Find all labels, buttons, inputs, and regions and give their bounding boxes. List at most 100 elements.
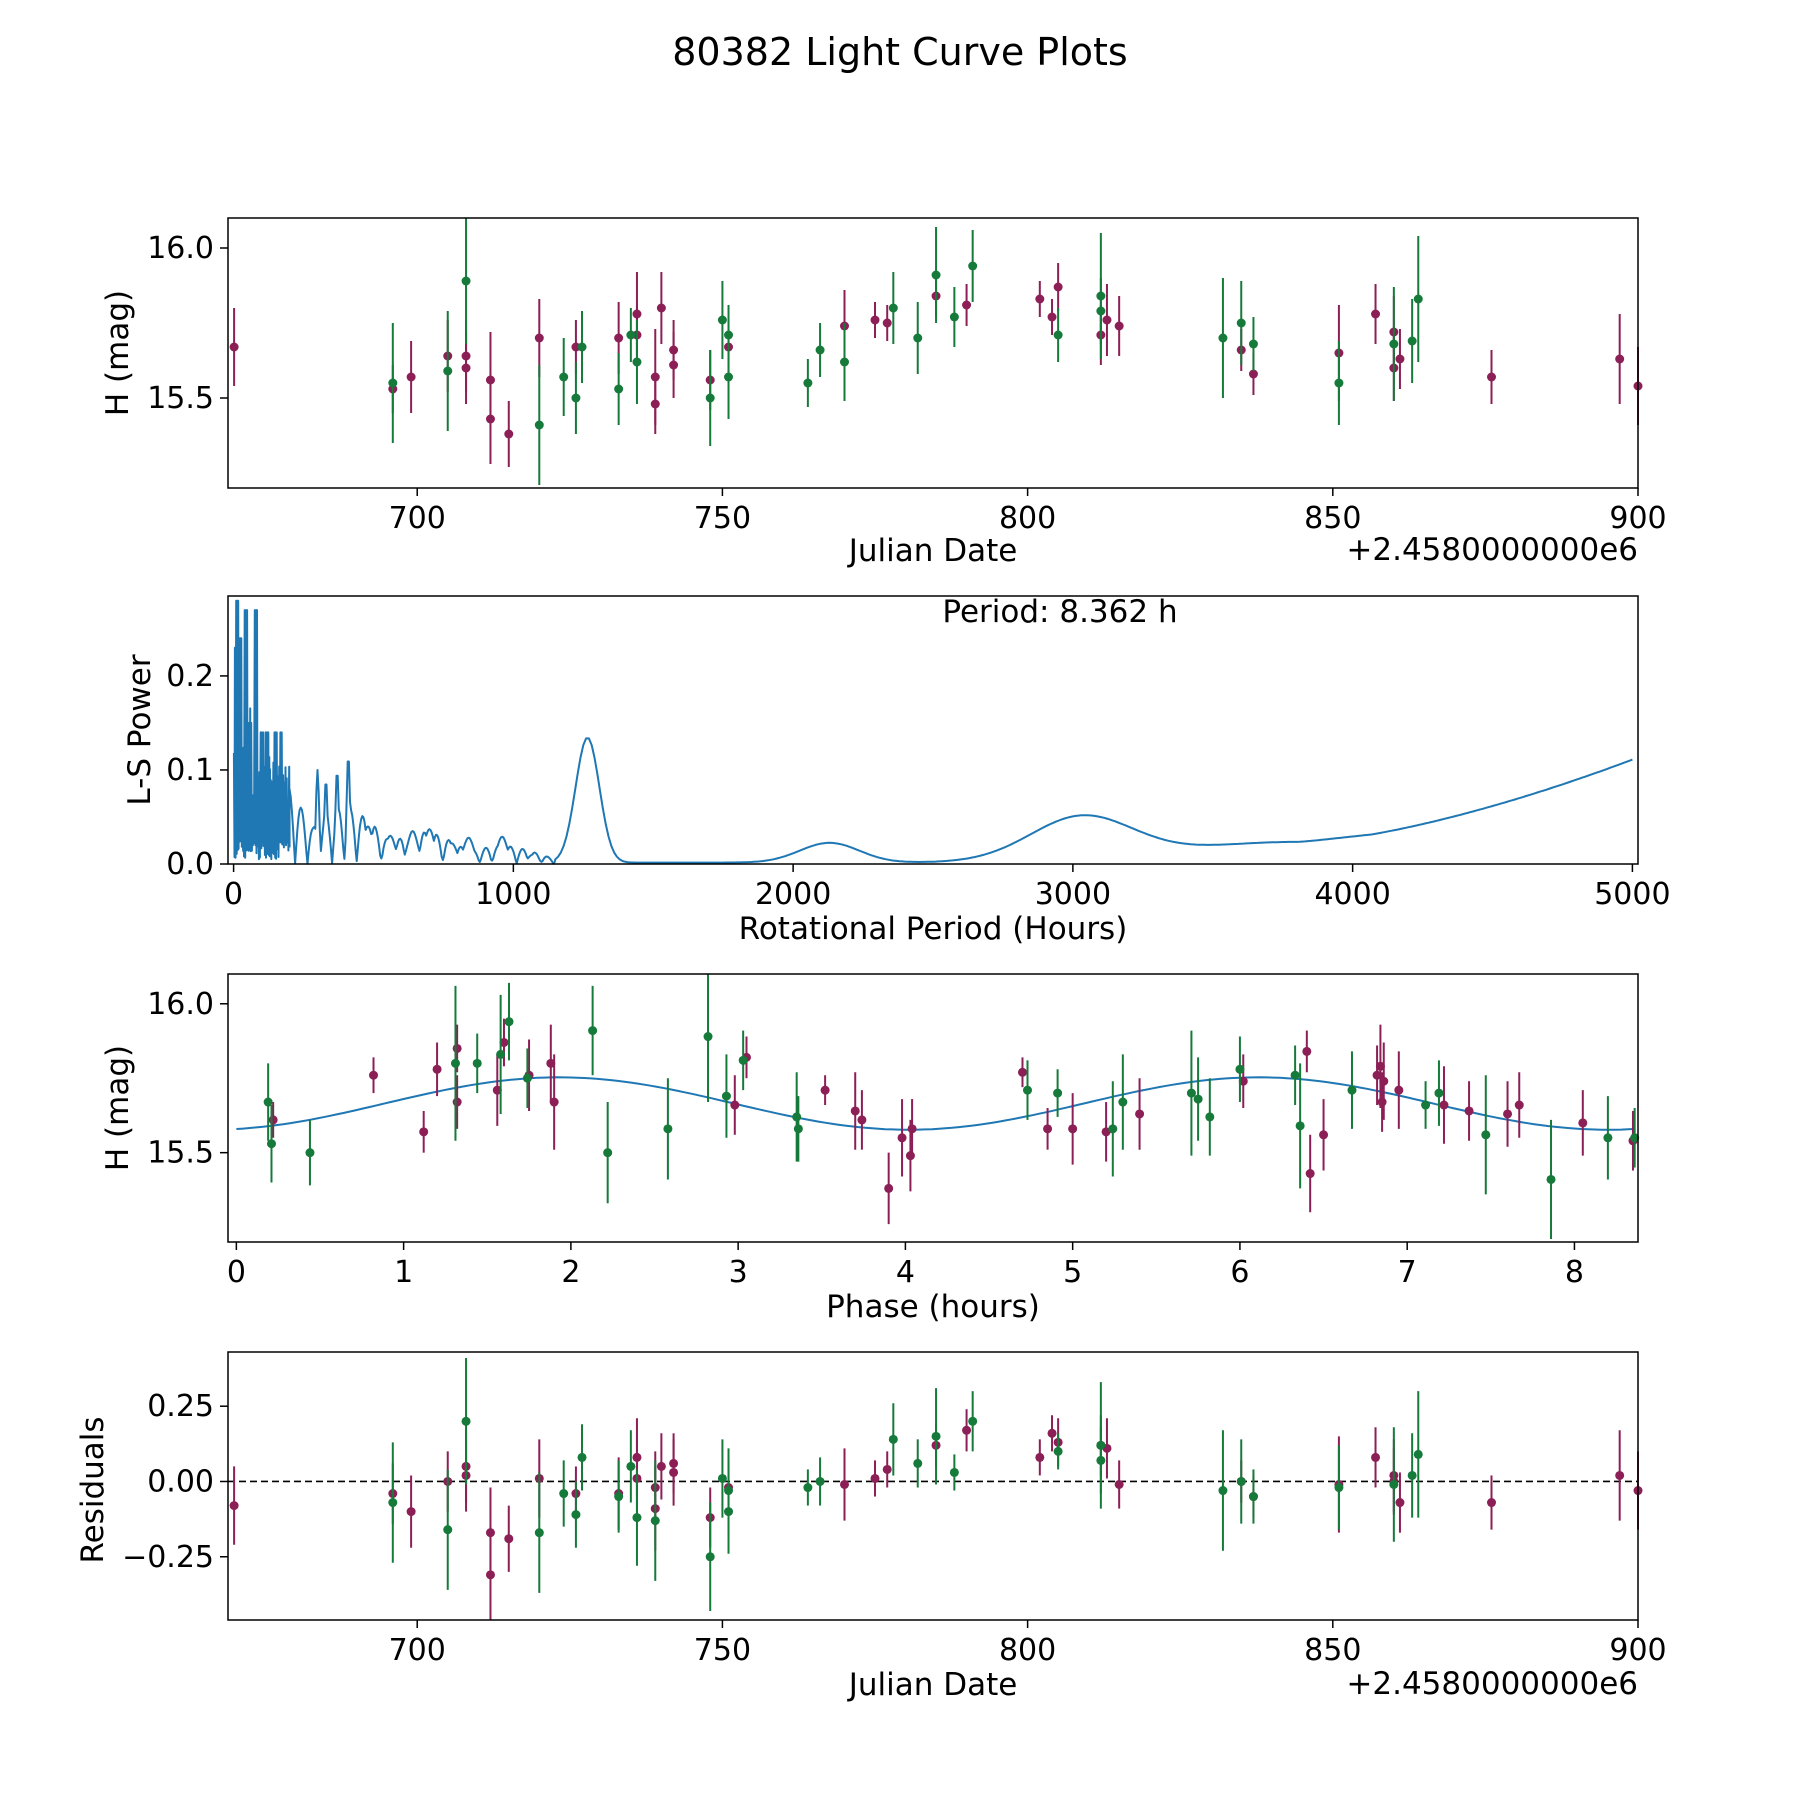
- residuals-point-purple: [1615, 1470, 1625, 1480]
- lightcurve-point-green: [724, 372, 734, 382]
- phased-point-green: [450, 1058, 460, 1068]
- residuals-point-green: [626, 1461, 636, 1471]
- phased-point-purple: [1439, 1100, 1449, 1110]
- phased-point-purple: [452, 1043, 462, 1053]
- lightcurve-point-purple: [229, 342, 239, 352]
- periodogram-xtick-label: 2000: [755, 877, 831, 912]
- lightcurve-point-green: [815, 345, 825, 355]
- lightcurve-point-purple: [1114, 321, 1124, 331]
- residuals-point-green: [931, 1431, 941, 1441]
- periodogram-xtick-label: 0: [224, 877, 243, 912]
- lightcurve-ytick-label: 15.5: [147, 381, 214, 416]
- phased-point-purple: [884, 1183, 894, 1193]
- phased-point-purple: [1319, 1130, 1329, 1140]
- phased-point-purple: [268, 1115, 278, 1125]
- phased-point-purple: [546, 1058, 556, 1068]
- phased-point-green: [1290, 1070, 1300, 1080]
- lightcurve-point-green: [1096, 306, 1106, 316]
- residuals-point-green: [443, 1525, 453, 1535]
- figure-title: 80382 Light Curve Plots: [672, 30, 1127, 74]
- periodogram-ytick-label: 0.0: [166, 847, 214, 882]
- lightcurve-axes-frame: [227, 217, 1639, 489]
- phased-xtick-label: 1: [394, 1255, 413, 1290]
- phased-point-green: [1023, 1085, 1033, 1095]
- lightcurve-point-green: [571, 393, 581, 403]
- residuals-point-green: [461, 1416, 471, 1426]
- residuals-point-green: [717, 1473, 727, 1483]
- lightcurve-point-purple: [669, 360, 679, 370]
- residuals-panel: 700 750 800 850 900 0.25 0.00 −0.25 Julian Date…: [75, 1351, 1667, 1703]
- periodogram-xtick-label: 3000: [1035, 877, 1111, 912]
- phased-point-purple: [1375, 1061, 1385, 1071]
- residuals-point-green: [968, 1416, 978, 1426]
- residuals-point-purple: [1114, 1479, 1124, 1489]
- residuals-point-purple: [656, 1461, 666, 1471]
- phased-axes-frame: [227, 973, 1639, 1243]
- lightcurve-point-purple: [504, 429, 514, 439]
- periodogram-axes-frame: [227, 595, 1639, 865]
- phased-point-green: [1347, 1085, 1357, 1095]
- phased-xtick-label: 4: [896, 1255, 915, 1290]
- residuals-point-green: [559, 1489, 569, 1499]
- residuals-point-green: [1389, 1479, 1399, 1489]
- phased-point-purple: [730, 1100, 740, 1110]
- residuals-ticks: 700 750 800 850 900 0.25 0.00 −0.25: [122, 1389, 1667, 1668]
- lightcurve-point-purple: [534, 333, 544, 343]
- lightcurve-point-purple: [1035, 294, 1045, 304]
- periodogram-series-line: [232, 599, 1633, 865]
- periodogram-xtick-label: 4000: [1314, 877, 1390, 912]
- residuals-point-green: [614, 1492, 624, 1502]
- phased-xtick-label: 5: [1063, 1255, 1082, 1290]
- residuals-ytick-label: 0.00: [147, 1464, 214, 1499]
- lightcurve-point-green: [1236, 318, 1246, 328]
- lightcurve-point-green: [559, 372, 569, 382]
- phased-point-purple: [907, 1124, 917, 1134]
- residuals-point-green: [815, 1476, 825, 1486]
- residuals-xtick-label: 900: [1609, 1633, 1666, 1668]
- lightcurve-point-purple: [870, 315, 880, 325]
- lightcurve-point-purple: [1053, 282, 1063, 292]
- phased-point-purple: [850, 1106, 860, 1116]
- phased-ylabel: H (mag): [100, 1045, 136, 1171]
- phased-marks: [236, 974, 1640, 1240]
- residuals-ylabel: Residuals: [75, 1416, 111, 1563]
- lightcurve-xtick-label: 750: [694, 501, 751, 536]
- phased-point-purple: [1464, 1106, 1474, 1116]
- phased-point-green: [1481, 1130, 1491, 1140]
- residuals-point-purple: [406, 1507, 416, 1517]
- periodogram-ytick-label: 0.2: [166, 659, 214, 694]
- lightcurve-point-green: [931, 270, 941, 280]
- residuals-point-green: [534, 1528, 544, 1538]
- phased-point-purple: [857, 1115, 867, 1125]
- phased-point-purple: [432, 1064, 442, 1074]
- residuals-point-green: [888, 1434, 898, 1444]
- periodogram-annotation: Period: 8.362 h: [942, 594, 1177, 630]
- residuals-xtick-label: 850: [1304, 1633, 1361, 1668]
- phased-point-purple: [1068, 1124, 1078, 1134]
- lightcurve-ytick-label: 16.0: [147, 231, 214, 266]
- lightcurve-point-green: [724, 330, 734, 340]
- periodogram-xtick-label: 5000: [1594, 877, 1670, 912]
- residuals-marks: [228, 1358, 1643, 1620]
- lightcurve-point-purple: [882, 318, 892, 328]
- phased-point-green: [663, 1124, 673, 1134]
- phased-xtick-label: 2: [561, 1255, 580, 1290]
- lightcurve-point-green: [577, 342, 587, 352]
- phased-point-green: [703, 1032, 713, 1042]
- residuals-point-purple: [504, 1534, 514, 1544]
- lightcurve-xlabel: Julian Date: [847, 533, 1018, 569]
- phased-point-green: [305, 1148, 315, 1158]
- phased-ytick-label: 16.0: [147, 987, 214, 1022]
- phased-point-green: [721, 1091, 731, 1101]
- lightcurve-point-green: [1334, 378, 1344, 388]
- lightcurve-point-purple: [1102, 315, 1112, 325]
- phased-ytick-label: 15.5: [147, 1136, 214, 1171]
- phased-point-purple: [1043, 1124, 1053, 1134]
- lightcurve-marks: [229, 218, 1643, 485]
- residuals-point-purple: [669, 1467, 679, 1477]
- phased-point-green: [504, 1017, 514, 1027]
- residuals-point-green: [650, 1516, 660, 1526]
- phased-xtick-label: 8: [1565, 1255, 1584, 1290]
